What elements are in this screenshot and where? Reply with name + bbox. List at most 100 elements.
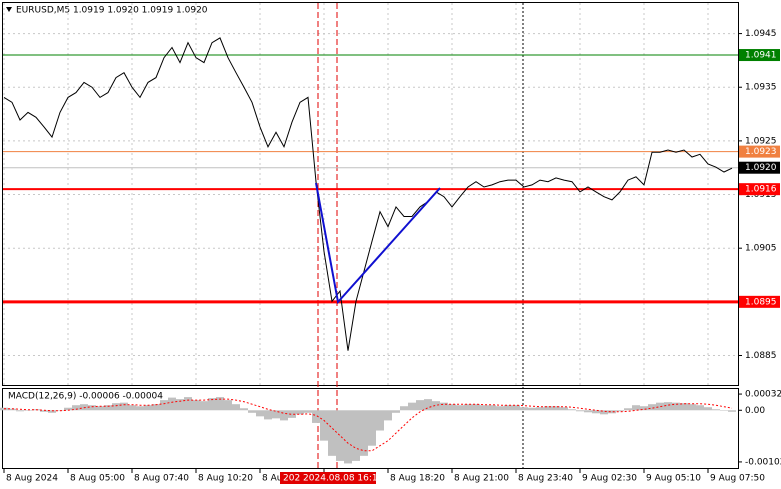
level-label: 1.0895	[745, 297, 777, 307]
macd-title: MACD(12,26,9) -0.00006 -0.00004	[8, 392, 163, 402]
macd-bar	[8, 408, 16, 411]
macd-bar	[600, 410, 608, 415]
macd-bar	[176, 399, 184, 411]
macd-bar	[208, 398, 216, 411]
signal-line	[4, 398, 733, 452]
macd-bar	[472, 404, 480, 411]
macd-bar	[256, 410, 264, 417]
macd-bar	[88, 405, 96, 411]
level-label-bg	[739, 295, 780, 308]
cursor-label-bg	[280, 472, 376, 484]
macd-bar	[456, 405, 464, 411]
macd-bar	[360, 410, 368, 456]
macd-bar	[248, 410, 256, 413]
macd-bar	[592, 410, 600, 414]
y-tick-label: 1.0925	[745, 136, 777, 146]
macd-bar	[480, 405, 488, 411]
macd-bar	[448, 404, 456, 411]
x-tick-label: 8 Aug 05:00	[70, 474, 125, 484]
macd-bar	[640, 406, 648, 411]
macd-bar	[168, 397, 176, 411]
macd-bar	[40, 410, 48, 412]
macd-bar	[200, 401, 208, 411]
macd-bar	[224, 400, 232, 411]
macd-bar	[48, 410, 56, 413]
macd-bar	[704, 407, 712, 411]
macd-bar	[576, 410, 584, 412]
main-frame	[2, 2, 739, 386]
y-tick-label: 1.0945	[745, 29, 777, 39]
macd-bar	[568, 409, 576, 411]
y-tick-label: 0.00032	[745, 390, 781, 400]
macd-bar	[432, 401, 440, 411]
macd-bar	[672, 402, 680, 411]
macd-bar	[240, 408, 248, 411]
macd-bar	[560, 407, 568, 411]
level-label-bg	[739, 161, 780, 174]
macd-bar	[328, 410, 336, 456]
macd-bar	[160, 400, 168, 411]
macd-bar	[504, 405, 512, 411]
macd-bar	[96, 406, 104, 411]
macd-bar	[696, 405, 704, 411]
macd-bar	[352, 410, 360, 461]
macd-bar	[728, 410, 736, 412]
macd-bar	[144, 405, 152, 411]
macd-bar	[384, 410, 392, 421]
macd-bar	[16, 410, 24, 412]
macd-bar	[648, 404, 656, 411]
level-label: 1.0920	[745, 163, 777, 173]
macd-bar	[288, 410, 296, 418]
macd-bar	[528, 407, 536, 411]
macd-bar	[688, 404, 696, 411]
macd-bar	[616, 410, 624, 412]
macd-bar	[152, 404, 160, 411]
x-tick-label: 8 Aug 2024	[6, 474, 58, 484]
x-tick-label: 8 Aug 21:00	[454, 474, 509, 484]
level-label-bg	[739, 183, 780, 196]
macd-bar	[680, 403, 688, 411]
macd-frame	[2, 388, 739, 469]
macd-bar	[416, 400, 424, 411]
macd-bar	[280, 410, 288, 421]
cursor-label: 202 2024.08.08 16:15	[283, 474, 383, 484]
macd-bar	[64, 407, 72, 411]
level-label-bg	[739, 49, 780, 62]
macd-bar	[320, 410, 328, 441]
macd-bar	[192, 400, 200, 411]
macd-bar	[488, 405, 496, 411]
macd-bar	[656, 402, 664, 411]
y-tick-label: 0.00	[745, 406, 765, 416]
x-tick-label: 8 Aug 18:20	[390, 474, 445, 484]
macd-bar	[104, 405, 112, 411]
x-tick-label: 8 Aug	[262, 474, 288, 484]
macd-bar	[400, 406, 408, 411]
macd-bar	[264, 410, 272, 420]
macd-bar	[184, 397, 192, 411]
macd-bar	[136, 406, 144, 411]
macd-bar	[608, 410, 616, 414]
macd-bar	[128, 405, 136, 411]
macd-bar	[368, 410, 376, 446]
macd-bar	[552, 406, 560, 411]
macd-bar	[232, 404, 240, 411]
macd-bar	[376, 410, 384, 431]
y-tick-label: 1.0885	[745, 351, 777, 361]
macd-bar	[72, 405, 80, 411]
level-label-bg	[739, 145, 780, 158]
x-tick-label: 8 Aug 07:40	[134, 474, 189, 484]
macd-bar	[440, 402, 448, 411]
macd-bar	[520, 407, 528, 411]
macd-bar	[296, 410, 304, 415]
x-tick-label: 9 Aug 05:10	[646, 474, 701, 484]
macd-bar	[632, 405, 640, 411]
macd-bar	[496, 406, 504, 411]
collapse-icon	[6, 7, 12, 12]
macd-bar	[216, 397, 224, 411]
x-tick-label: 9 Aug 02:30	[582, 474, 637, 484]
macd-bar	[512, 405, 520, 411]
macd-bar	[536, 407, 544, 411]
macd-bar	[392, 410, 400, 413]
trend-line	[315, 182, 441, 305]
